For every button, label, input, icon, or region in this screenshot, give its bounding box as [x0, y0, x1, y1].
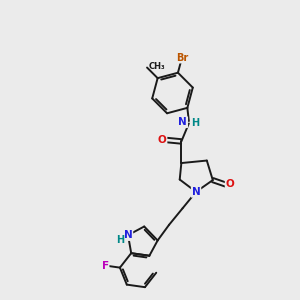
Text: O: O [158, 135, 167, 145]
Text: F: F [101, 260, 109, 271]
Text: H: H [191, 118, 200, 128]
Text: CH₃: CH₃ [148, 62, 165, 71]
Text: N: N [124, 230, 132, 240]
Text: O: O [226, 179, 234, 189]
Text: N: N [178, 117, 187, 127]
Text: N: N [192, 187, 200, 197]
Text: H: H [116, 235, 124, 244]
Text: Br: Br [176, 52, 188, 63]
